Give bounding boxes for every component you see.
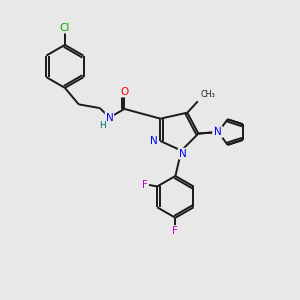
Text: N: N (106, 112, 113, 123)
Text: N: N (150, 136, 158, 146)
Text: H: H (99, 122, 106, 130)
Text: N: N (179, 148, 186, 159)
Text: F: F (142, 180, 148, 190)
Text: N: N (213, 126, 221, 136)
Text: O: O (120, 87, 128, 97)
Text: CH₃: CH₃ (200, 90, 215, 99)
Text: N: N (214, 127, 222, 137)
Text: Cl: Cl (59, 22, 70, 33)
Text: F: F (172, 226, 178, 236)
